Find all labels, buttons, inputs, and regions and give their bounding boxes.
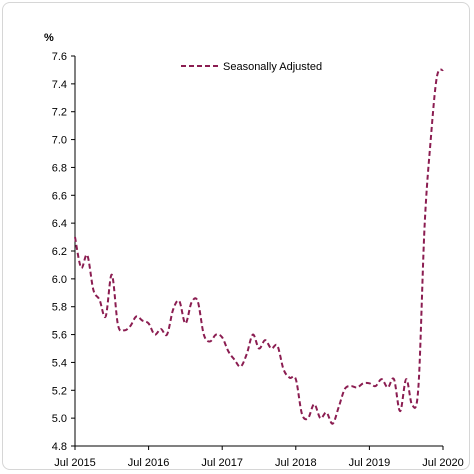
x-tick-label: Jul 2016 [128,457,170,469]
chart-frame [2,2,470,470]
x-axis-ticks: Jul 2015 Jul 2016 Jul 2017 Jul 2018 Jul 2019… [54,446,464,469]
y-tick-label: 7.2 [52,107,67,119]
y-tick-label: 7.4 [52,79,67,91]
x-tick-label: Jul 2019 [349,457,391,469]
y-tick-label: 6.4 [52,218,67,230]
x-tick-label: Jul 2015 [54,457,96,469]
y-tick-label: 7.6 [52,51,67,63]
series-line-seasonally-adjusted [74,68,444,425]
y-tick-label: 6.8 [52,162,67,174]
x-tick-label: Jul 2020 [422,457,464,469]
y-axis-unit-label: % [44,32,54,44]
y-tick-label: 7.0 [52,135,67,147]
y-tick-label: 6.2 [52,246,67,258]
y-tick-label: 5.8 [52,302,67,314]
y-axis-ticks: 4.8 5.0 5.2 5.4 5.6 5.8 6.0 6.2 6.4 6.6 6.8 7.0 7.2 7… [52,51,75,453]
y-tick-label: 5.4 [52,357,67,369]
legend-label: Seasonally Adjusted [223,61,322,73]
y-tick-label: 6.0 [52,274,67,286]
y-tick-label: 6.6 [52,190,67,202]
x-tick-label: Jul 2018 [275,457,317,469]
y-tick-label: 4.8 [52,441,67,453]
y-tick-label: 5.6 [52,330,67,342]
x-tick-label: Jul 2017 [201,457,243,469]
y-tick-label: 5.0 [52,413,67,425]
y-tick-label: 5.2 [52,385,67,397]
legend: Seasonally Adjusted [181,61,322,73]
